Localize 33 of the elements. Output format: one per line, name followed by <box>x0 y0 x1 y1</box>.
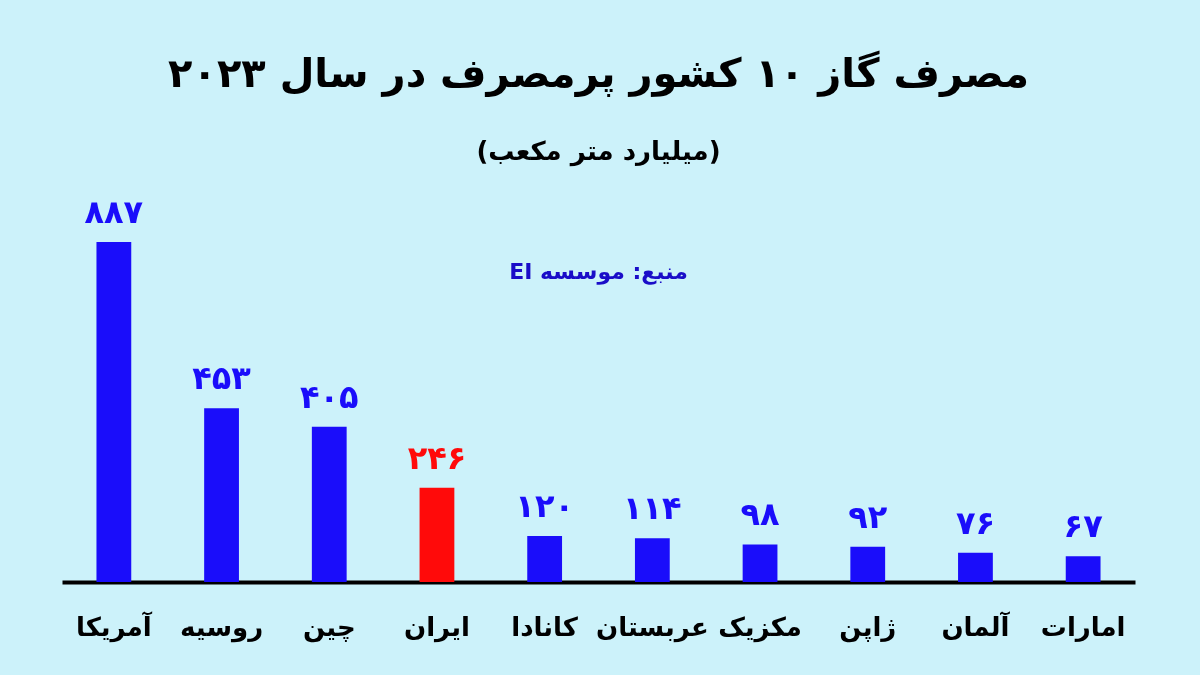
annotation: منبع: موسسه EI <box>509 259 688 285</box>
data-label: ۲۴۶ <box>407 438 467 477</box>
data-label: ۸۸۷ <box>84 193 144 231</box>
data-label: ۷۶ <box>955 503 995 542</box>
bar <box>742 544 778 582</box>
bar <box>96 242 132 582</box>
data-label: ۴۵۳ <box>192 359 252 398</box>
bar <box>419 487 455 582</box>
bar <box>634 538 670 582</box>
x-tick-label: چین <box>302 611 356 643</box>
data-label: ۹۸ <box>740 495 781 534</box>
x-tick-label: ایران <box>403 611 470 643</box>
bar <box>527 536 563 582</box>
bar <box>958 552 993 582</box>
chart-title: مصرف گاز ۱۰ کشور پرمصرف در سال ۲۰۲۳ <box>168 50 1029 97</box>
x-tick-label: امارات <box>1040 611 1126 642</box>
x-tick-label: عربستان <box>595 611 709 643</box>
data-label: ۱۱۴ <box>623 489 682 528</box>
x-tick-label: آمریکا <box>75 610 153 643</box>
x-tick-label: آلمان <box>941 610 1011 642</box>
data-label: ۶۷ <box>1063 507 1104 546</box>
data-label: ۹۲ <box>848 497 888 536</box>
x-tick-label: مکزیک <box>718 611 802 643</box>
bar <box>850 546 886 582</box>
bar <box>204 408 239 582</box>
chart-subtitle: (میلیارد متر مکعب) <box>476 136 721 167</box>
x-tick-label: روسیه <box>180 611 264 643</box>
data-label: ۱۲۰ <box>515 487 574 525</box>
x-tick-label: کانادا <box>511 611 579 642</box>
x-tick-label: ژاپن <box>839 611 897 643</box>
data-label: ۴۰۵ <box>299 377 359 416</box>
bar <box>1065 556 1101 582</box>
bar <box>311 426 347 582</box>
